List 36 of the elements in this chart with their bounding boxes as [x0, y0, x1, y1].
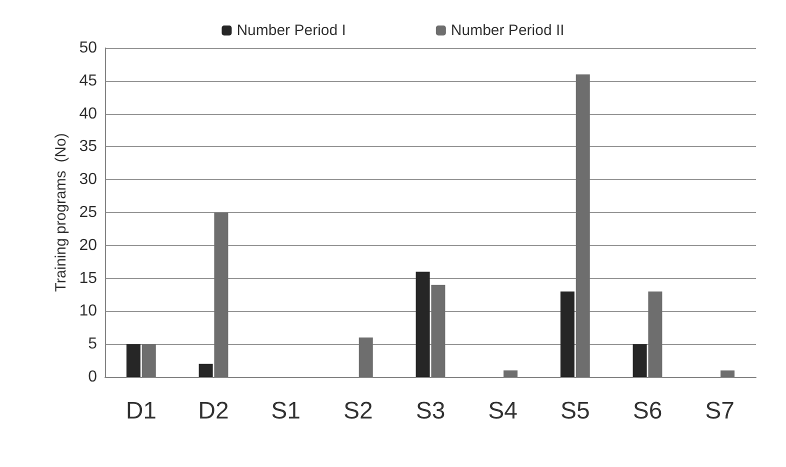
- legend-label: Number Period II: [450, 22, 564, 39]
- bar: [126, 344, 140, 377]
- x-tick-label: D1: [126, 398, 157, 424]
- bar: [416, 272, 430, 377]
- x-tick-label: S4: [488, 398, 518, 424]
- x-tick-label: S2: [343, 398, 373, 424]
- y-axis-title: Training programs (No): [52, 133, 70, 292]
- y-tick-label: 25: [79, 204, 98, 221]
- bar: [576, 74, 590, 377]
- y-tick-label: 40: [79, 105, 98, 122]
- bar: [358, 338, 373, 377]
- bar: [632, 344, 647, 377]
- x-tick-label: S3: [416, 398, 446, 424]
- x-tick-label: S7: [705, 398, 735, 424]
- y-tick-label: 5: [88, 336, 98, 353]
- bar: [504, 370, 518, 377]
- y-tick-label: 50: [79, 40, 98, 56]
- x-tick-label: S1: [271, 398, 301, 424]
- bar: [431, 284, 446, 377]
- x-tick-label: D2: [198, 398, 229, 424]
- y-tick-label: 0: [88, 368, 98, 386]
- x-tick-label: S6: [632, 398, 662, 424]
- bar: [648, 291, 662, 377]
- y-tick-label: 15: [79, 270, 98, 287]
- y-tick-label: 30: [79, 171, 98, 188]
- legend-label: Number Period I: [236, 22, 346, 39]
- bar: [214, 212, 228, 377]
- bar: [142, 344, 156, 377]
- x-tick-label: S5: [560, 398, 590, 424]
- bar: [720, 370, 735, 377]
- bar: [198, 364, 213, 377]
- y-tick-label: 35: [79, 138, 98, 156]
- y-tick-label: 10: [79, 302, 98, 320]
- y-tick-label: 20: [79, 236, 98, 254]
- y-tick-label: 45: [79, 72, 98, 90]
- bar: [560, 291, 574, 377]
